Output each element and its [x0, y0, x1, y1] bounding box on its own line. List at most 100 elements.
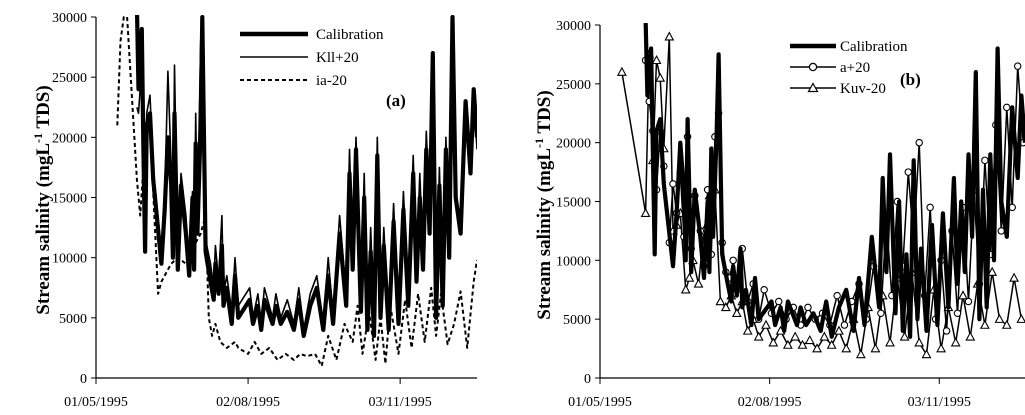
data-point-triangle	[693, 278, 704, 288]
x-tick-label: 01/05/1995	[568, 395, 632, 410]
y-tick-label: 20000	[52, 131, 87, 146]
x-tick-label: 01/05/1995	[64, 395, 128, 410]
x-tick-label: 02/08/1995	[738, 395, 802, 410]
y-tick-label: 30000	[556, 19, 591, 34]
legend-label-kuv: Kuv-20	[840, 81, 886, 97]
y-tick-label: 5000	[59, 312, 87, 327]
data-point-triangle	[841, 343, 852, 353]
legend-label-calibration: Calibration	[840, 39, 908, 55]
y-tick-label: 20000	[556, 137, 591, 152]
x-tick-label: 03/11/1995	[369, 395, 432, 410]
chart-panel-b: Stream salinity (mgL-1 TDS) 0 5000 10000 15…	[532, 19, 1025, 410]
axes	[91, 16, 477, 384]
data-point-triangle	[834, 325, 844, 335]
data-point-circle	[953, 309, 962, 318]
legend: Calibration a+20 Kuv-20	[790, 39, 908, 97]
panel-label: (b)	[900, 70, 921, 89]
data-point-circle	[904, 168, 913, 176]
data-point-circle	[804, 303, 812, 312]
data-point-triangle	[655, 72, 666, 82]
series-line-calibration	[134, 15, 477, 338]
data-point-circle	[981, 156, 989, 165]
data-point-circle	[942, 327, 951, 335]
series-layer	[616, 23, 1025, 359]
data-point-triangle	[804, 334, 815, 345]
x-tick-labels: 01/05/1995 02/08/1995 03/11/1995	[568, 395, 971, 410]
data-point-triangle	[1009, 272, 1019, 282]
data-point-triangle	[1001, 319, 1012, 329]
data-point-circle	[669, 180, 677, 188]
y-tick-label: 0	[584, 372, 591, 387]
data-point-triangle	[826, 339, 837, 349]
data-point-triangle	[958, 290, 968, 300]
legend-label-kll: Kll+20	[316, 50, 359, 66]
series-calibration	[134, 15, 477, 338]
legend-label-ia: ia-20	[316, 73, 347, 89]
chart-panel-a: Stream salinity (mgL-1 TDS) 0 5000 10000 15…	[31, 11, 477, 410]
y-tick-label: 25000	[52, 71, 87, 86]
data-point-triangle	[885, 337, 895, 347]
y-tick-label: 15000	[556, 196, 591, 211]
data-point-triangle	[994, 313, 1005, 323]
y-tick-label: 10000	[556, 254, 591, 269]
data-point-circle	[926, 203, 934, 212]
data-point-circle	[964, 297, 973, 306]
panel-label: (a)	[386, 91, 406, 110]
data-point-triangle	[965, 331, 976, 341]
series-line-calibration	[643, 23, 1025, 339]
legend-marker-triangle	[807, 82, 819, 93]
y-tick-label: 10000	[52, 252, 87, 267]
data-point-triangle	[782, 339, 793, 349]
y-tick-label: 15000	[52, 192, 87, 207]
data-point-circle	[775, 297, 783, 306]
data-point-circle	[840, 321, 849, 329]
data-point-triangle	[914, 337, 925, 347]
data-point-circle	[729, 256, 737, 265]
x-tick-labels: 01/05/1995 02/08/1995 03/11/1995	[64, 395, 432, 410]
legend-marker-circle	[808, 62, 818, 72]
data-point-circle	[877, 309, 885, 318]
data-point-triangle	[790, 331, 801, 341]
data-point-triangle	[979, 319, 990, 329]
data-point-triangle	[950, 337, 961, 347]
data-point-triangle	[715, 296, 726, 306]
data-point-circle	[833, 291, 841, 300]
data-point-triangle	[664, 31, 675, 41]
y-axis-label: Stream salinity (mgL-1 TDS)	[532, 90, 555, 319]
y-tick-label: 25000	[556, 78, 591, 93]
data-point-circle	[760, 285, 768, 294]
data-point-circle	[915, 138, 923, 147]
data-point-triangle	[812, 343, 822, 353]
series-layer	[116, 15, 477, 367]
data-point-triangle	[797, 339, 808, 349]
data-point-triangle	[761, 319, 771, 329]
data-point-triangle	[819, 331, 830, 341]
data-point-triangle	[899, 331, 910, 341]
data-point-triangle	[720, 302, 731, 312]
data-point-circle	[1013, 62, 1022, 70]
y-tick-label: 5000	[563, 313, 591, 328]
y-tick-label: 0	[80, 372, 87, 387]
x-tick-label: 03/11/1995	[908, 395, 971, 410]
data-point-triangle	[987, 266, 998, 276]
data-point-triangle	[936, 343, 947, 353]
legend: Calibration Kll+20 ia-20	[240, 27, 384, 89]
data-point-triangle	[651, 54, 662, 65]
data-point-triangle	[616, 66, 627, 76]
y-tick-labels: 0 5000 10000 15000 20000 25000 30000	[556, 19, 591, 387]
data-point-triangle	[1016, 313, 1025, 323]
series-calibration	[643, 23, 1025, 339]
data-point-triangle	[768, 337, 779, 347]
data-point-triangle	[753, 331, 764, 341]
y-axis-label: Stream salinity (mgL-1 TDS)	[31, 85, 54, 314]
data-point-triangle	[640, 207, 651, 218]
legend-label-calibration: Calibration	[316, 27, 384, 43]
data-point-triangle	[870, 343, 881, 353]
data-point-triangle	[855, 349, 866, 359]
y-tick-labels: 0 5000 10000 15000 20000 25000 30000	[52, 11, 87, 387]
x-tick-label: 02/08/1995	[216, 395, 280, 410]
data-point-triangle	[742, 325, 753, 335]
data-point-circle	[1003, 103, 1011, 112]
legend-label-a: a+20	[840, 60, 870, 76]
